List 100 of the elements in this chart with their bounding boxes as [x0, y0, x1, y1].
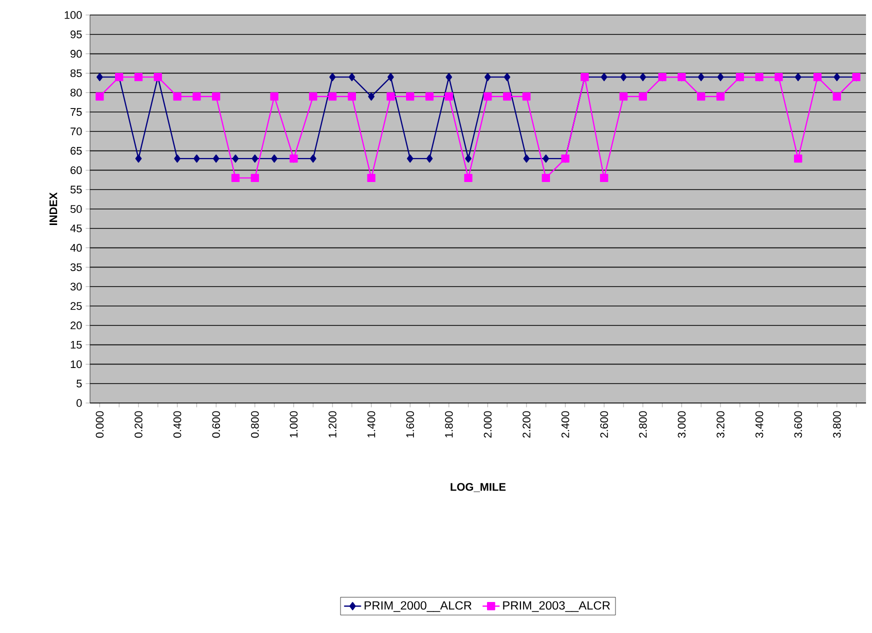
point	[386, 92, 395, 101]
x-tick-label: 0.600	[212, 411, 220, 438]
point	[600, 174, 608, 182]
x-tick-label: 1.400	[367, 411, 376, 438]
y-tick-label: 30	[70, 282, 82, 290]
point	[697, 92, 706, 101]
point	[504, 72, 510, 82]
y-tick-label: 95	[70, 30, 82, 38]
y-tick-label: 75	[70, 108, 82, 116]
point	[834, 72, 840, 82]
y-tick-label: 60	[70, 166, 82, 174]
point	[212, 154, 220, 163]
point	[135, 154, 142, 163]
point	[716, 92, 725, 101]
x-tick-label: 3.800	[833, 411, 841, 438]
point	[212, 92, 220, 101]
point	[523, 154, 530, 163]
point	[174, 154, 181, 163]
point	[348, 92, 356, 101]
y-tick-label: 50	[70, 205, 82, 213]
point	[328, 92, 337, 101]
point	[250, 174, 259, 182]
point	[619, 92, 628, 101]
y-tick-label: 0	[76, 399, 82, 407]
y-tick-label: 20	[70, 322, 82, 330]
point	[406, 92, 414, 101]
point	[271, 154, 278, 163]
x-tick-label: 2.000	[484, 411, 492, 438]
point	[309, 92, 318, 101]
point	[640, 72, 646, 82]
point	[484, 92, 492, 101]
y-tick-label: 15	[70, 340, 82, 349]
point	[832, 92, 841, 101]
y-axis-title: INDEX	[50, 192, 58, 226]
y-tick-label: 65	[70, 146, 82, 155]
point	[252, 154, 258, 163]
x-tick-label: 3.200	[716, 411, 724, 438]
point	[329, 72, 336, 82]
point	[794, 72, 802, 82]
point	[96, 72, 103, 82]
x-tick-label: 1.000	[290, 411, 298, 438]
x-tick-label: 2.200	[522, 411, 530, 438]
x-tick-label: 0.200	[134, 411, 142, 438]
point	[368, 92, 375, 101]
point	[96, 92, 104, 101]
point	[698, 72, 704, 82]
x-tick-label: 1.600	[406, 411, 414, 438]
y-tick-label: 5	[76, 380, 82, 388]
y-tick-label: 45	[70, 224, 82, 232]
y-tick-label: 70	[70, 128, 82, 136]
point	[503, 92, 512, 101]
point	[425, 92, 434, 101]
x-tick-label: 1.800	[445, 411, 453, 438]
point	[542, 174, 550, 182]
x-axis-title: LOG_MILE	[450, 483, 506, 492]
y-tick-label: 25	[70, 302, 82, 310]
point	[387, 72, 394, 82]
point	[134, 72, 143, 82]
point	[600, 72, 608, 82]
x-tick-label: 0.800	[251, 411, 259, 438]
x-tick-label: 3.000	[678, 411, 686, 438]
legend-label: PRIM_2000__ALCR	[364, 601, 472, 612]
y-tick-label: 80	[70, 88, 82, 96]
point	[717, 72, 724, 82]
point	[348, 72, 356, 82]
point	[620, 72, 627, 82]
x-tick-label: 2.400	[561, 411, 570, 438]
x-tick-label: 0.000	[96, 411, 104, 438]
legend-label: PRIM_2003__ALCR	[503, 601, 610, 612]
point	[406, 154, 414, 163]
point	[464, 174, 472, 182]
x-tick-label: 2.600	[600, 411, 608, 438]
point	[367, 174, 376, 182]
point	[270, 92, 278, 101]
point	[310, 154, 316, 163]
point	[446, 72, 452, 82]
x-tick-label: 0.400	[173, 411, 182, 438]
x-tick-label: 3.400	[755, 411, 764, 438]
point	[231, 174, 240, 182]
point	[193, 154, 200, 163]
x-tick-label: 2.800	[639, 411, 647, 438]
point	[232, 154, 239, 163]
x-tick-label: 3.600	[794, 411, 802, 438]
y-tick-label: 10	[70, 360, 82, 368]
y-tick-label: 55	[70, 186, 82, 194]
point	[638, 92, 647, 101]
point	[426, 154, 433, 163]
point	[465, 154, 472, 163]
y-tick-label: 90	[70, 50, 82, 58]
point	[484, 72, 491, 82]
y-tick-label: 100	[64, 11, 82, 19]
point	[522, 92, 531, 101]
point	[542, 154, 550, 163]
point	[794, 154, 802, 163]
point	[444, 92, 453, 101]
point	[192, 92, 201, 101]
x-tick-label: 1.200	[328, 411, 336, 438]
y-tick-label: 40	[70, 244, 82, 252]
point	[173, 92, 182, 101]
y-tick-label: 35	[70, 263, 82, 272]
